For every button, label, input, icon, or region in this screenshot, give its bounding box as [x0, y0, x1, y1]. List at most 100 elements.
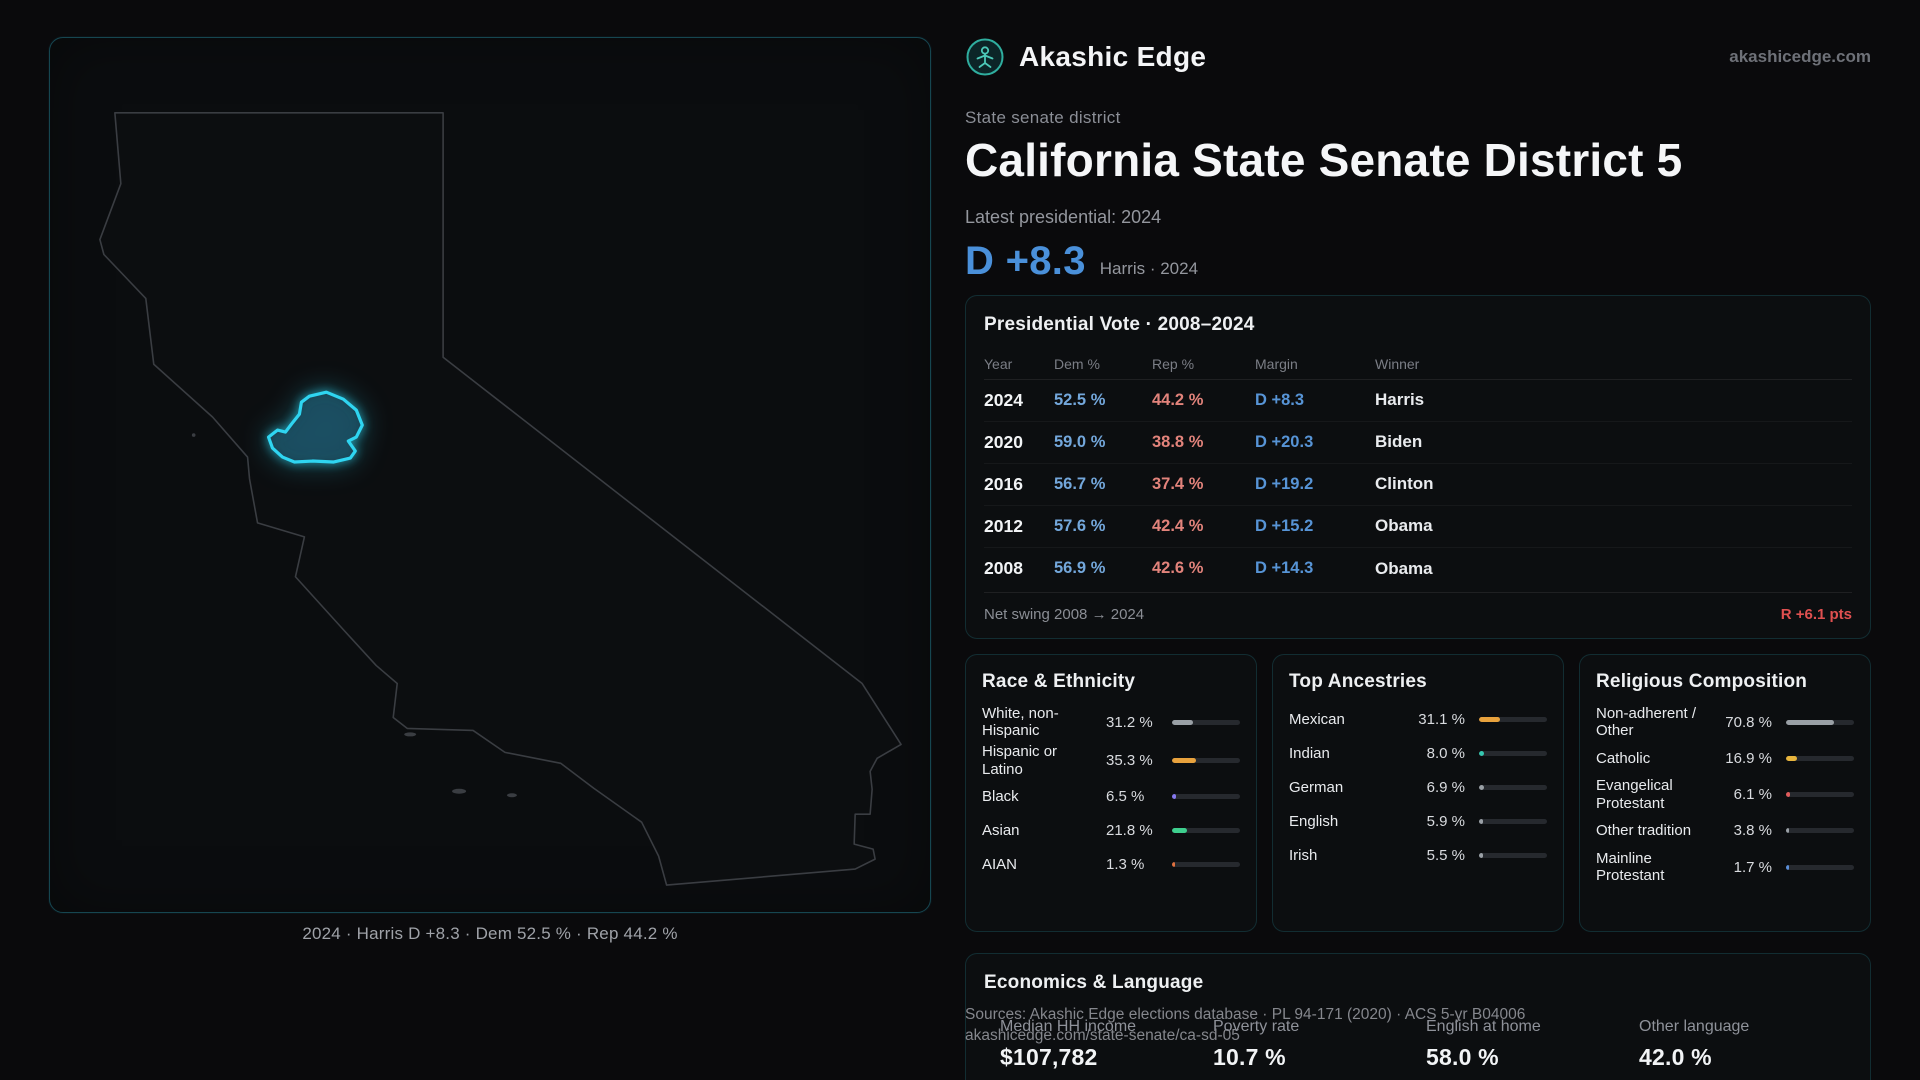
headline-margin-value: D +8.3: [965, 238, 1086, 283]
presidential-table-body: 2024 52.5 % 44.2 % D +8.3 Harris 2020 59.0 % 38…: [984, 380, 1852, 590]
stat-label: Irish: [1289, 847, 1318, 865]
headline-stat: D +8.3 Harris · 2024: [965, 239, 1871, 287]
state-outline: [99, 112, 902, 886]
map-caption: 2024 · Harris D +8.3 · Dem 52.5 % · Rep …: [302, 924, 678, 943]
top-ancestries-card: Top Ancestries Mexican 31.1 % Indian 8.0 % G…: [1272, 653, 1564, 932]
table-row: 2020 59.0 % 38.8 % D +20.3 Biden: [984, 422, 1852, 464]
brand-name: Akashic Edge: [1019, 41, 1207, 72]
eyebrow-label: State senate district: [965, 108, 1121, 127]
econ-stat: Other language 42.0 %: [1639, 1018, 1852, 1071]
map-panel: [49, 37, 931, 913]
table-row: 2024 52.5 % 44.2 % D +8.3 Harris: [984, 380, 1852, 422]
stat-label: English: [1289, 813, 1339, 831]
channel-island: [506, 793, 517, 798]
stat-bar: [1172, 862, 1240, 868]
ancestries-stat-list: Mexican 31.1 % Indian 8.0 % German 6.9 % Engli…: [1289, 703, 1547, 873]
district-5-shape: [266, 390, 364, 464]
page-title: California State Senate District 5: [965, 134, 1683, 186]
stat-bar: [1172, 794, 1240, 800]
econ-stat-label: Median HH income: [1000, 1017, 1137, 1035]
stat-bar-fill: [1479, 853, 1483, 859]
stat-value: 6.1 %: [1733, 786, 1772, 804]
stat-value: 6.9 %: [1426, 779, 1465, 797]
stat-bar-fill: [1172, 862, 1176, 868]
cell-winner: Biden: [1375, 432, 1423, 452]
channel-island: [404, 732, 417, 737]
stat-bar-fill: [1786, 719, 1835, 725]
stat-row: Asian 21.8 %: [982, 814, 1240, 848]
stat-bar: [1479, 751, 1547, 757]
footer-sources: Sources: Akashic Edge elections database…: [965, 1004, 1525, 1046]
permalink[interactable]: akashicedge.com/state-senate/ca-sd-05: [965, 1027, 1240, 1044]
site-domain-link[interactable]: akashicedge.com: [1729, 47, 1871, 66]
akashic-logo-icon: [965, 37, 1005, 77]
econ-stat-value: 58.0 %: [1426, 1043, 1499, 1070]
stat-value: 21.8 %: [1106, 822, 1153, 840]
stat-bar: [1479, 853, 1547, 859]
stat-bar-fill: [1172, 758, 1196, 764]
report-column: Akashic Edge akashicedge.com State senat…: [965, 0, 1871, 1080]
religious-composition-card: Religious Composition Non-adherent / Oth…: [1579, 653, 1871, 932]
cell-margin: D +14.3: [1255, 559, 1314, 578]
stat-value: 6.5 %: [1106, 788, 1145, 806]
stat-bar-fill: [1786, 792, 1791, 798]
net-swing-value: R +6.1 pts: [1780, 605, 1852, 623]
cell-year: 2012: [984, 515, 1023, 536]
religion-stat-list: Non-adherent / Other 70.8 % Catholic 16.9 %…: [1596, 703, 1854, 887]
econ-stat: Poverty rate 10.7 %: [1213, 1018, 1426, 1071]
cell-year: 2008: [984, 558, 1023, 579]
stat-label: Mainline Protestant: [1596, 849, 1665, 885]
stat-row: Irish 5.5 %: [1289, 839, 1547, 873]
stat-value: 31.2 %: [1106, 713, 1153, 731]
stat-bar: [1479, 819, 1547, 825]
cell-winner: Clinton: [1375, 474, 1434, 494]
economics-stats: Median HH income $107,782 Poverty rate 10.7…: [984, 1018, 1852, 1071]
table-row: 2008 56.9 % 42.6 % D +14.3 Obama: [984, 548, 1852, 590]
stat-label: Indian: [1289, 745, 1330, 763]
cell-winner: Harris: [1375, 390, 1425, 410]
stat-value: 16.9 %: [1725, 749, 1772, 767]
cell-dem: 56.7 %: [1054, 474, 1106, 493]
stat-row: Mainline Protestant 1.7 %: [1596, 848, 1854, 887]
cell-rep: 42.4 %: [1152, 516, 1204, 535]
presidential-card: Presidential Vote · 2008–2024 Year Dem % R…: [965, 294, 1871, 639]
econ-stat-label: Poverty rate: [1213, 1017, 1300, 1035]
economics-card: Economics & Language Median HH income $10…: [965, 952, 1871, 1080]
brand: Akashic Edge: [965, 37, 1206, 77]
econ-stat-value: $107,782: [1000, 1043, 1098, 1070]
cell-dem: 57.6 %: [1054, 516, 1106, 535]
stat-bar: [1479, 717, 1547, 723]
stat-bar-fill: [1786, 828, 1790, 834]
stat-label: Non-adherent / Other: [1596, 704, 1697, 740]
cell-margin: D +20.3: [1255, 432, 1314, 451]
stat-bar-fill: [1172, 828, 1187, 834]
stat-value: 35.3 %: [1106, 752, 1153, 770]
channel-island: [452, 788, 467, 794]
race-stat-list: White, non-Hispanic 31.2 % Hispanic or Lat…: [982, 703, 1240, 882]
stat-value: 5.9 %: [1426, 813, 1465, 831]
table-row: 2012 57.6 % 42.4 % D +15.2 Obama: [984, 506, 1852, 548]
cell-margin: D +8.3: [1255, 390, 1305, 409]
column-header: Winner: [1375, 356, 1420, 373]
column-header: Year: [984, 356, 1013, 373]
stat-value: 1.7 %: [1733, 858, 1772, 876]
econ-stat-value: 42.0 %: [1639, 1043, 1712, 1070]
econ-stat-label: Other language: [1639, 1017, 1750, 1035]
stat-bar-fill: [1479, 785, 1484, 791]
stat-bar-fill: [1786, 755, 1798, 761]
stat-bar: [1172, 828, 1240, 834]
ancestries-card-title: Top Ancestries: [1289, 670, 1427, 692]
sources-line: Sources: Akashic Edge elections database…: [965, 1006, 1526, 1023]
stat-row: Other tradition 3.8 %: [1596, 814, 1854, 848]
stat-label: Asian: [982, 822, 1020, 840]
stat-value: 1.3 %: [1106, 856, 1145, 874]
stat-label: Black: [982, 788, 1019, 806]
stat-bar-fill: [1172, 719, 1194, 725]
stat-value: 5.5 %: [1426, 847, 1465, 865]
stat-value: 3.8 %: [1733, 822, 1772, 840]
stat-label: Other tradition: [1596, 822, 1692, 840]
stat-bar-fill: [1479, 717, 1501, 723]
stat-label: White, non-Hispanic: [982, 704, 1059, 740]
cell-rep: 44.2 %: [1152, 390, 1204, 409]
cell-margin: D +15.2: [1255, 516, 1314, 535]
